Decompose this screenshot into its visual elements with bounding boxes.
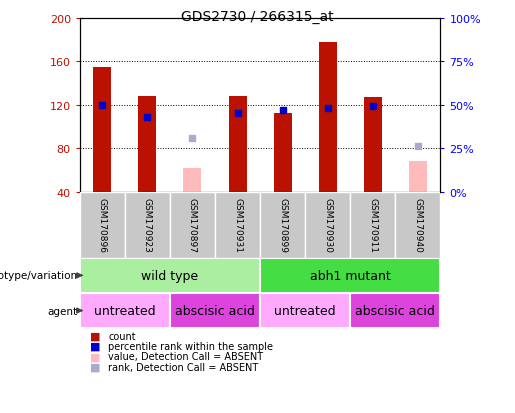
Bar (170, 192, 215, 258)
Text: GSM170896: GSM170896 (98, 197, 107, 252)
Bar (215, 192, 260, 258)
Bar (350, 293, 440, 328)
Text: value, Detection Call = ABSENT: value, Detection Call = ABSENT (108, 351, 263, 361)
Bar (305, 192, 350, 258)
Bar (93, 67, 111, 192)
Text: abscisic acid: abscisic acid (175, 304, 255, 317)
Text: percentile rank within the sample: percentile rank within the sample (108, 341, 273, 351)
Bar (319, 43, 337, 192)
Bar (80, 192, 125, 258)
Text: untreated: untreated (94, 304, 156, 317)
Text: abscisic acid: abscisic acid (355, 304, 435, 317)
Bar (80, 293, 170, 328)
Bar (170, 293, 260, 328)
Text: count: count (108, 331, 136, 341)
Bar (409, 162, 427, 192)
Bar (260, 293, 350, 328)
Bar (350, 192, 396, 258)
Bar (229, 97, 247, 192)
Bar (125, 192, 170, 258)
Text: wild type: wild type (142, 269, 198, 282)
Text: GSM170931: GSM170931 (233, 197, 242, 252)
Text: rank, Detection Call = ABSENT: rank, Detection Call = ABSENT (108, 362, 259, 372)
Text: agent: agent (47, 306, 77, 316)
Text: genotype/variation: genotype/variation (0, 271, 77, 281)
Bar (260, 192, 305, 258)
Bar (260, 258, 440, 293)
Bar (183, 168, 201, 192)
Text: abh1 mutant: abh1 mutant (310, 269, 390, 282)
Text: untreated: untreated (274, 304, 336, 317)
Text: GSM170897: GSM170897 (188, 197, 197, 252)
Bar (364, 98, 382, 192)
Text: GSM170911: GSM170911 (368, 197, 377, 252)
Text: GSM170923: GSM170923 (143, 197, 152, 252)
Text: ■: ■ (90, 362, 100, 372)
Text: ■: ■ (90, 331, 100, 341)
Bar (139, 97, 157, 192)
Bar (396, 192, 440, 258)
Text: GDS2730 / 266315_at: GDS2730 / 266315_at (181, 10, 334, 24)
Bar (273, 114, 291, 192)
Bar (80, 258, 260, 293)
Text: GSM170930: GSM170930 (323, 197, 332, 252)
Text: GSM170940: GSM170940 (414, 197, 422, 252)
Text: ■: ■ (90, 351, 100, 361)
Text: ■: ■ (90, 341, 100, 351)
Text: GSM170899: GSM170899 (278, 197, 287, 252)
